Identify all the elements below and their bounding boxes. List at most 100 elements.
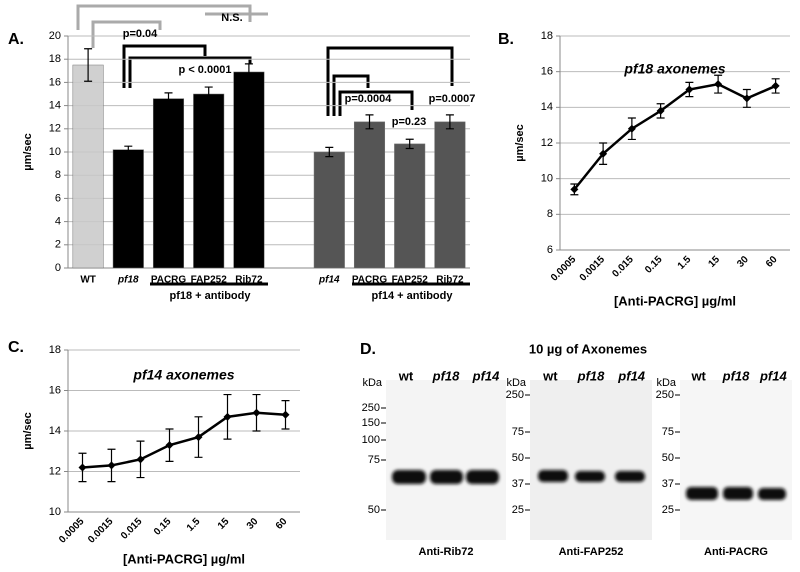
x-tick-label: 15 [706,254,722,270]
y-tick-label: 6 [55,192,61,204]
marker-label: 37 [512,478,524,490]
lane-label: pf18 [722,368,751,383]
y-tick-label: 14 [49,425,61,437]
y-tick-label: 10 [49,146,61,158]
x-tick-label: 30 [735,254,751,270]
bar [72,64,104,269]
x-tick-label: 0.015 [610,254,636,280]
y-tick-label: 0 [55,262,61,274]
x-tick-label: 15 [216,516,232,532]
point [78,463,87,472]
unit-label: kDa [506,377,526,389]
annotation: p=0.23 [392,116,427,128]
lane-label: pf14 [472,368,501,383]
annotation: p=0.04 [123,28,158,40]
bar [193,93,225,269]
y-tick-label: 18 [49,53,61,65]
unit-label: kDa [362,377,382,389]
x-tick-label: 60 [274,516,290,532]
marker-label: 75 [512,426,524,438]
marker-label: 150 [362,417,380,429]
point [165,441,174,450]
lane-label: wt [542,368,558,383]
blot-title: 10 µg of Axonemes [529,341,647,356]
point [599,149,608,158]
y-tick-label: 16 [49,76,61,88]
x-axis-label: [Anti-PACRG] µg/ml [123,551,245,566]
x-tick-label: 60 [764,254,780,270]
lane-label: pf18 [432,368,461,383]
line [82,411,286,469]
error-bar [365,114,374,130]
error-bar [204,86,213,102]
lane-label: wt [398,368,414,383]
y-tick-label: 4 [55,216,61,228]
point [136,455,145,464]
y-axis-label: µm/sec [22,133,34,171]
point [742,94,751,103]
x-tick-label: 0.0015 [86,516,116,546]
y-tick-label: 12 [49,465,61,477]
x-tick-label: 0.0015 [578,254,608,284]
group-label: pf18 + antibody [170,290,252,302]
panel-label: A. [8,31,24,48]
point [627,124,636,133]
y-tick-label: 8 [55,169,61,181]
x-tick-label: 30 [245,516,261,532]
error-bar [244,63,253,81]
marker-label: 250 [362,402,380,414]
error-bar [124,145,133,154]
blot-label: Anti-PACRG [704,546,768,558]
bar [313,151,345,269]
bar [112,149,144,269]
x-tick-label: 0.15 [152,516,174,538]
x-axis-label: [Anti-PACRG] µg/ml [614,293,736,308]
marker-label: 25 [662,504,674,516]
point [223,412,232,421]
x-tick-label: pf14 [318,275,340,286]
point [714,80,723,89]
chart-title: pf18 axonemes [623,61,725,77]
marker-label: 50 [512,452,524,464]
point [685,85,694,94]
x-tick-label: Rib72 [436,275,464,286]
error-bar [84,48,93,82]
x-tick-label: WT [80,275,96,286]
y-tick-label: 2 [55,239,61,251]
y-tick-label: 10 [49,506,61,518]
chart-title: pf14 axonemes [132,367,234,383]
error-bar [164,92,173,106]
annotation: p < 0.0001 [179,64,232,76]
x-tick-label: PACRG [352,275,388,286]
group-label: pf14 + antibody [372,290,454,302]
marker-label: 75 [368,454,380,466]
blot-label: Anti-Rib72 [419,546,474,558]
panel-label: C. [8,339,24,356]
bar [233,71,265,269]
bar [152,98,185,269]
point [656,106,665,115]
y-tick-label: 8 [547,208,553,220]
lane-label: wt [690,368,706,383]
marker-label: 100 [362,434,380,446]
error-bar [405,138,414,150]
panel-label: D. [360,341,376,358]
marker-label: 37 [662,478,674,490]
marker-label: 250 [656,389,674,401]
point [281,410,290,419]
marker-label: 50 [662,452,674,464]
x-tick-label: FAP252 [191,275,228,286]
point [771,81,780,90]
bar [353,121,386,269]
x-tick-label: 0.0005 [57,516,87,546]
marker-label: 50 [368,504,380,516]
bar [394,143,426,269]
panel-label: B. [498,31,514,48]
marker-label: 250 [506,389,524,401]
x-tick-label: 0.015 [119,516,145,542]
y-tick-label: 12 [541,137,553,149]
annotation: N.S. [221,12,242,24]
error-bar [445,114,454,130]
point [252,408,261,417]
